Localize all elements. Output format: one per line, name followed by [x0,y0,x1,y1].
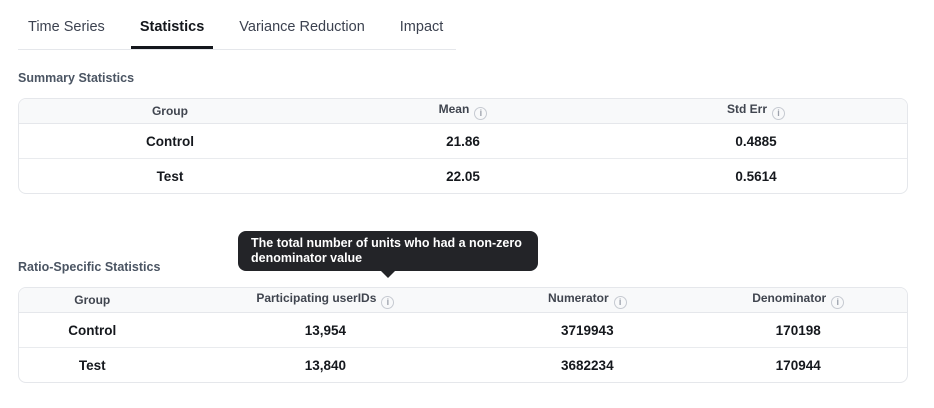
cell-mean: 22.05 [320,158,606,193]
tooltip-text-line2: denominator value [251,250,363,265]
column-label: Std Err [727,102,768,117]
ratio-specific-statistics-title: Ratio-Specific Statistics [18,260,161,274]
column-header-numerator: Numerator i [485,288,690,313]
tab-impact[interactable]: Impact [399,19,444,35]
statistics-page: Time Series Statistics Variance Reductio… [18,0,908,383]
cell-group: Control [145,133,194,149]
cell-group: Test [19,347,166,382]
table-row: Test 22.05 0.5614 [19,158,907,193]
column-label: Group [74,293,111,307]
cell-participating-userids: 13,840 [165,347,486,382]
table-row: Control 21.86 0.4885 [19,124,907,159]
info-icon[interactable]: i [772,106,786,120]
cell-participating-userids: 13,954 [304,322,346,338]
cell-mean: 21.86 [446,133,480,149]
cell-std-err: 0.4885 [735,133,777,149]
column-label: Mean [438,102,470,117]
column-label: Denominator [752,291,827,306]
tab-bar: Time Series Statistics Variance Reductio… [18,0,456,50]
cell-numerator: 3719943 [561,322,614,338]
tab-variance-reduction[interactable]: Variance Reduction [239,19,365,35]
table-header-row: Group Participating userIDs i Numerator i … [19,288,907,313]
tab-time-series[interactable]: Time Series [28,19,105,35]
column-header-mean: Mean i [320,99,606,124]
info-icon[interactable]: i [381,295,395,309]
table-row: Test 13,840 3682234 170944 [19,347,907,382]
summary-statistics-table: Group Mean i Std Err i Control 21.86 0.488… [18,98,908,194]
tooltip: The total number of units who had a non-… [238,231,538,278]
column-header-group: Group [19,288,166,313]
cell-denominator: 170198 [775,322,821,338]
summary-statistics-title: Summary Statistics [18,71,135,85]
column-label: Group [151,104,188,118]
table-header-row: Group Mean i Std Err i [19,99,907,124]
cell-group: Test [19,158,321,193]
ratio-specific-statistics-table: Group Participating userIDs i Numerator i … [18,287,908,383]
column-header-participating-userids: Participating userIDs i [165,288,486,313]
tab-statistics[interactable]: Statistics [130,18,214,49]
column-header-std-err: Std Err i [605,99,907,124]
tooltip-arrow [380,270,396,278]
column-header-group: Group [19,99,321,124]
tooltip-text-line1: The total number of units who had a non-… [251,236,522,250]
column-header-denominator: Denominator i [689,288,907,313]
table-row: Control 13,954 3719943 170198 [19,313,907,348]
info-icon[interactable]: i [831,295,845,309]
info-icon[interactable]: i [474,106,488,120]
info-icon[interactable]: i [613,295,627,309]
cell-denominator: 170944 [689,347,907,382]
cell-std-err: 0.5614 [605,158,907,193]
cell-numerator: 3682234 [485,347,690,382]
column-label: Numerator [547,291,609,306]
column-label: Participating userIDs [256,291,377,306]
cell-group: Control [68,322,117,338]
